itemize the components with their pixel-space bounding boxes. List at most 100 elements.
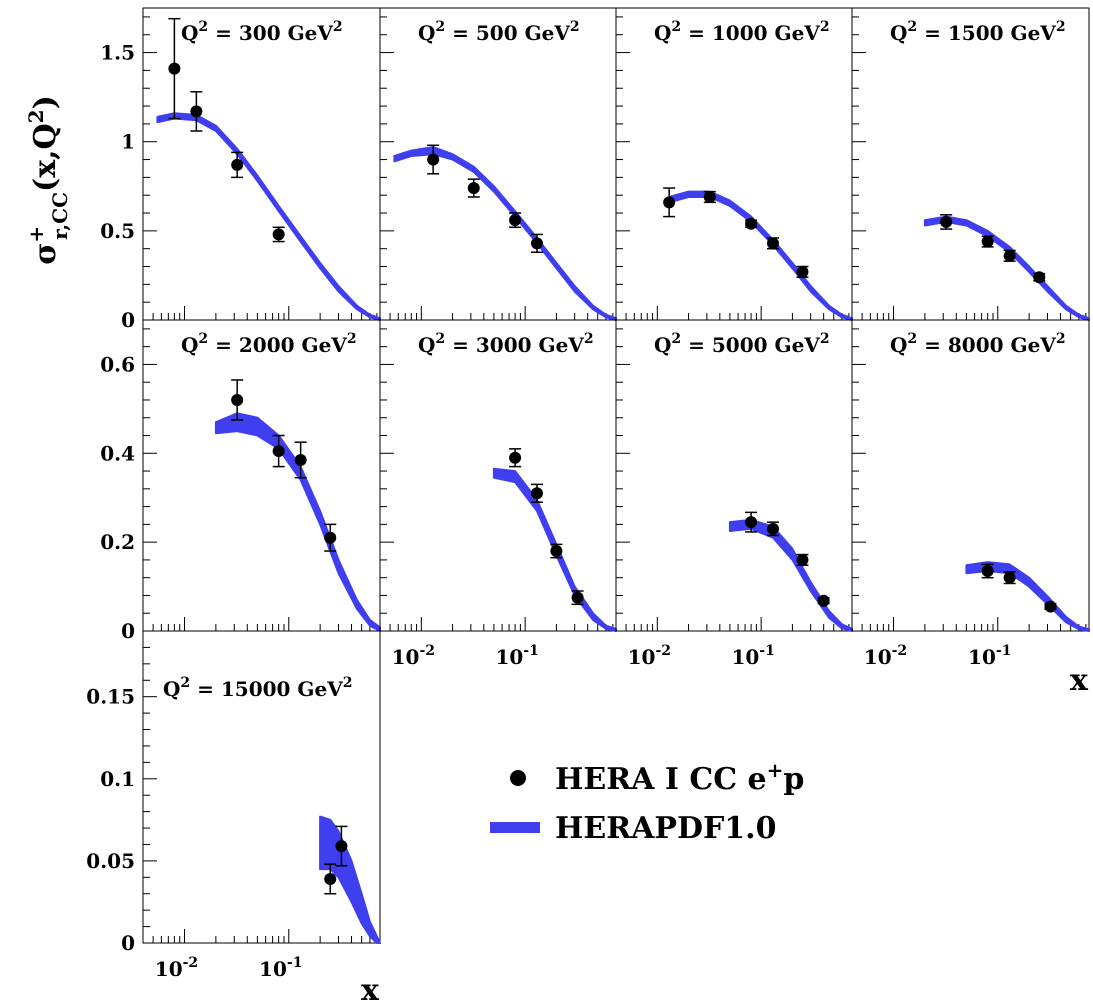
y-tick-label: 0.4 (100, 441, 135, 465)
herapdf-band (923, 215, 1090, 321)
herapdf-band (156, 112, 381, 321)
data-marker (509, 214, 522, 227)
data-point (467, 178, 480, 198)
y-axis-label: σ+r,CC(x,Q2) (24, 95, 72, 265)
panel-title: Q2 = 1500 GeV2 (890, 19, 1066, 45)
x-tick-label: 10-1 (495, 643, 538, 669)
herapdf-band (965, 561, 1090, 632)
panel-title: Q2 = 1000 GeV2 (654, 19, 830, 45)
data-point (796, 265, 809, 278)
data-point (940, 214, 953, 230)
panel-frame (851, 319, 1090, 632)
herapdf-band (214, 412, 381, 632)
data-point (1044, 600, 1057, 613)
y-tick-label: 0.6 (100, 352, 135, 376)
panel-2: Q2 = 500 GeV2 (379, 7, 617, 321)
data-point (530, 233, 543, 254)
data-point (766, 237, 779, 250)
y-tick-label: 0 (121, 931, 135, 955)
data-point (272, 226, 285, 243)
y-tick-label: 0.2 (100, 530, 135, 554)
x-tick-label: 10-2 (864, 643, 907, 669)
panel-9: 0 0.05 0.1 0.15 10-2 10-1 Q2 = 15000 GeV2 (86, 630, 381, 981)
panel-6: 10-2 10-1 Q2 = 3000 GeV2 (379, 319, 617, 669)
panel-title: Q2 = 500 GeV2 (418, 19, 580, 45)
data-point (294, 441, 307, 479)
panel-title: Q2 = 5000 GeV2 (654, 331, 830, 357)
data-point (796, 553, 809, 566)
data-point (427, 144, 440, 175)
panel-frame (142, 630, 381, 944)
herapdf-band (393, 146, 617, 321)
panel-title: Q2 = 300 GeV2 (181, 19, 343, 45)
data-marker (231, 393, 244, 406)
x-tick-label: 10-1 (968, 643, 1011, 669)
data-point (571, 590, 584, 606)
data-point (981, 235, 994, 248)
data-marker (796, 553, 809, 566)
panel-title: Q2 = 8000 GeV2 (890, 331, 1066, 357)
data-marker (766, 237, 779, 250)
y-tick-label: 1 (121, 130, 135, 154)
data-marker (1044, 600, 1057, 613)
data-marker (766, 522, 779, 535)
herapdf-band (728, 518, 853, 632)
data-marker (571, 591, 584, 604)
data-marker (467, 182, 480, 195)
data-point (745, 217, 758, 230)
data-marker (1033, 271, 1046, 284)
panels: 0 0.5 1 1.5 Q2 = 300 GeV2 Q2 = 500 GeV2 Q2 = 1… (86, 7, 1090, 981)
data-marker (1003, 249, 1016, 262)
legend-data-label: HERA I CC e+p (555, 758, 804, 797)
panel-5: 0 0.2 0.4 0.6 Q2 = 2000 GeV2 (100, 319, 381, 643)
panel-frame (142, 7, 381, 321)
data-marker (272, 445, 285, 458)
data-marker (324, 872, 337, 885)
panel-3: Q2 = 1000 GeV2 (615, 7, 853, 321)
data-marker (335, 840, 348, 853)
data-point (1003, 249, 1016, 262)
data-marker (981, 565, 994, 578)
data-marker (530, 487, 543, 500)
data-marker (663, 196, 676, 209)
data-point (272, 434, 285, 468)
data-marker (1003, 571, 1016, 584)
data-point (168, 17, 181, 120)
panel-1: 0 0.5 1 1.5 Q2 = 300 GeV2 (100, 7, 381, 332)
data-marker (272, 228, 285, 241)
data-point (745, 511, 758, 533)
data-point (231, 151, 244, 179)
panel-8: 10-2 10-1 Q2 = 8000 GeV2 (851, 319, 1090, 669)
panel-frame (615, 319, 853, 632)
data-point (324, 523, 337, 552)
y-tick-label: 1.5 (100, 41, 135, 65)
data-point (981, 563, 994, 579)
legend: HERA I CC e+p HERAPDF1.0 (490, 758, 804, 846)
data-marker (745, 217, 758, 230)
data-marker (427, 153, 440, 166)
data-marker (550, 545, 563, 558)
panel-frame (379, 7, 617, 321)
x-axis-label-bottom: x (361, 973, 380, 1005)
data-marker (745, 516, 758, 529)
data-marker (168, 62, 181, 75)
legend-band-label: HERAPDF1.0 (555, 811, 776, 846)
data-point (324, 863, 337, 895)
herapdf-band (668, 190, 853, 321)
data-marker (190, 105, 203, 118)
legend-band-swatch (490, 822, 540, 833)
data-point (766, 521, 779, 537)
y-tick-label: 0.1 (100, 767, 135, 791)
data-marker (324, 531, 337, 544)
panel-4: Q2 = 1500 GeV2 (851, 7, 1090, 321)
panel-frame (615, 7, 853, 321)
data-marker (509, 451, 522, 464)
data-point (1033, 271, 1046, 284)
x-tick-label: 10-1 (731, 643, 774, 669)
data-point (509, 448, 522, 468)
data-marker (231, 158, 244, 171)
data-point (663, 187, 676, 218)
data-point (550, 543, 563, 559)
data-point (231, 379, 244, 421)
